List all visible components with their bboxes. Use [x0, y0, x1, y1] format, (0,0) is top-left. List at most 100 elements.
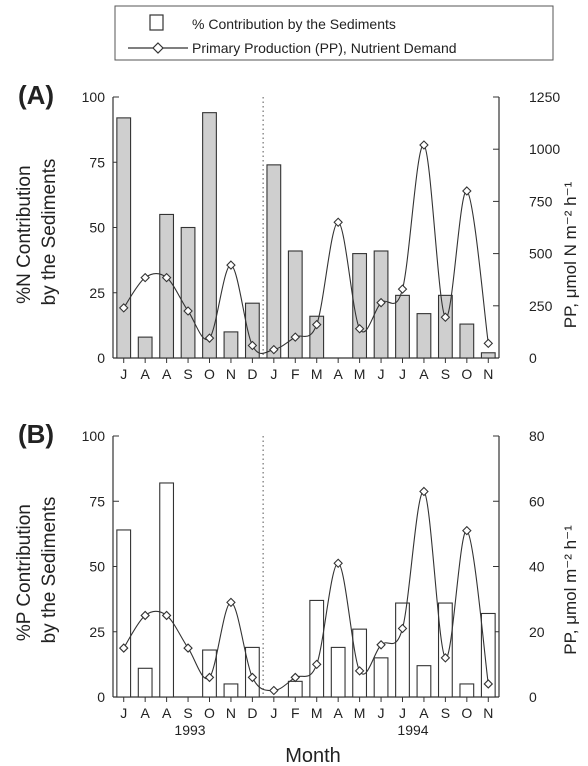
panel-b-bar — [159, 482, 175, 698]
panel-b-bar — [116, 529, 132, 698]
panel-a-pp-marker — [226, 260, 236, 270]
panel-b-bar — [287, 680, 303, 698]
panel-b-pp-marker — [247, 672, 258, 683]
panel-b-pp-marker — [226, 597, 236, 608]
panel-a-pp-marker — [419, 140, 429, 150]
panel-b-xtick-label: A — [162, 705, 172, 721]
panel-b-y2tick-label: 60 — [529, 493, 545, 509]
legend-line-label: Primary Production (PP), Nutrient Demand — [192, 40, 457, 56]
panel-a-pp-marker — [290, 332, 301, 342]
panel-a-pp-marker — [354, 323, 365, 334]
panel-b-pp-marker — [333, 558, 343, 569]
panel-a-bar — [223, 331, 239, 359]
panel-b-pp-line — [123, 490, 489, 692]
legend: % Contribution by the Sediments Primary … — [114, 5, 554, 61]
panel-b-y2tick-label: 40 — [529, 559, 545, 575]
panel-a-pp-marker — [161, 272, 172, 283]
panel-b-xtick-label: O — [461, 705, 472, 721]
panel-a-xtick-label: S — [441, 366, 450, 382]
panel-a-bar — [137, 336, 153, 359]
panel-a-pp-marker — [183, 306, 193, 316]
panel-b-pp-marker — [290, 672, 301, 683]
panel-b-bar — [330, 646, 346, 698]
panel-b-xtick-label: J — [270, 705, 277, 721]
panel-b-pp-marker — [376, 640, 386, 650]
panel-b-pp-marker — [183, 643, 193, 653]
panel-a-bar — [416, 313, 432, 359]
panel-a-pp-marker — [204, 333, 215, 343]
panel-a-xtick-label: M — [311, 366, 323, 382]
panel-b-bar — [395, 602, 410, 698]
panel-b-ytick-label: 100 — [82, 428, 106, 444]
panel-b-bar — [437, 602, 453, 698]
panel-b-pp-marker — [311, 659, 322, 670]
panel-b-xtick-label: J — [399, 705, 406, 721]
panel-a-y2tick-label: 750 — [529, 193, 553, 209]
panel-a-xtick-label: F — [291, 366, 300, 382]
panel-a-bar — [287, 250, 303, 359]
panel-a-y2tick-label: 500 — [529, 246, 553, 262]
legend-box — [114, 5, 554, 61]
panel-a-xtick-label: S — [183, 366, 192, 382]
panel-a-xtick-label: J — [399, 366, 406, 382]
panel-b-y2tick-label: 0 — [529, 689, 537, 705]
panel-b-bar — [223, 683, 239, 698]
panel-a-bar — [116, 117, 132, 359]
panel-a-y2tick-label: 250 — [529, 298, 553, 314]
panel-a-bar — [266, 164, 282, 359]
year-label-1994: 1994 — [397, 722, 428, 738]
panel-a-pp-marker — [140, 272, 150, 283]
panel-b-pp-marker — [269, 685, 279, 696]
panel-b-y2label: PP, μmol m⁻² h⁻¹ — [561, 525, 580, 655]
panel-b-bar — [352, 628, 368, 698]
panel-a-xtick-label: A — [140, 366, 150, 382]
panel-b: (B) %P Contribution by the Sediments PP,… — [14, 419, 580, 721]
panel-b-xtick-label: N — [483, 705, 493, 721]
panel-b-xtick-label: N — [226, 705, 236, 721]
year-label-1993: 1993 — [174, 722, 205, 738]
panel-a-xtick-label: O — [204, 366, 215, 382]
panel-a-pp-marker — [397, 284, 408, 294]
panel-b-y2tick-label: 80 — [529, 428, 545, 444]
panel-b-ytick-label: 0 — [97, 689, 105, 705]
panel-b-bar — [459, 683, 475, 698]
panel-b-pp-marker — [483, 679, 494, 689]
panel-b-pp-marker — [462, 525, 472, 536]
panel-a: (A) %N Contribution by the Sediments PP,… — [14, 80, 580, 382]
panel-a-bar — [180, 226, 196, 359]
panel-b-ytick-label: 50 — [89, 559, 105, 575]
panel-a-y2label: PP, μmol N m⁻² h⁻¹ — [561, 181, 580, 328]
panel-b-bar — [137, 667, 153, 698]
panel-b-label: (B) — [18, 419, 54, 449]
panel-a-bar — [480, 352, 496, 359]
panel-a-pp-marker — [483, 338, 494, 349]
panel-b-xtick-label: A — [419, 705, 429, 721]
panel-b-xtick-label: A — [140, 705, 150, 721]
panel-b-ytick-label: 75 — [89, 493, 105, 509]
panel-b-pp-marker — [204, 672, 215, 683]
panel-b-ytick-label: 25 — [89, 624, 105, 640]
panel-b-bar — [244, 646, 260, 698]
panel-b-pp-marker — [161, 610, 172, 621]
legend-bar-swatch — [149, 14, 164, 31]
panel-b-xtick-label: F — [291, 705, 300, 721]
panel-a-pp-marker — [333, 217, 343, 228]
panel-b-bar — [373, 657, 389, 698]
panel-b-bar — [416, 665, 432, 698]
panel-a-bar — [202, 112, 217, 359]
panel-a-xtick-label: J — [378, 366, 385, 382]
panel-a-ytick-label: 50 — [89, 220, 105, 236]
panel-b-xtick-label: M — [311, 705, 323, 721]
panel-a-y2tick-label: 0 — [529, 350, 537, 366]
panel-a-pp-marker — [118, 303, 129, 313]
panel-a-ytick-label: 100 — [82, 89, 106, 105]
panel-a-label: (A) — [18, 80, 54, 110]
panel-a-xtick-label: J — [270, 366, 277, 382]
panel-b-pp-marker — [118, 643, 129, 653]
panel-a-pp-marker — [247, 340, 258, 351]
panel-b-xtick-label: A — [333, 705, 343, 721]
panel-a-xtick-label: A — [419, 366, 429, 382]
panel-b-pp-marker — [354, 666, 365, 676]
panel-b-bar — [309, 599, 325, 698]
